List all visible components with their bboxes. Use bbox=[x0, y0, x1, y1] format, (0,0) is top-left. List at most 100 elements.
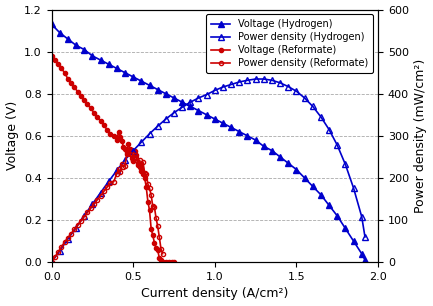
Power density (Reformate) bbox=[55, 250, 61, 254]
Power density (Hydrogen) bbox=[269, 78, 275, 82]
Power density (Reformate) bbox=[150, 205, 155, 208]
Voltage (Hydrogen) bbox=[229, 125, 234, 129]
Power density (Reformate) bbox=[91, 202, 97, 206]
Voltage (Hydrogen) bbox=[362, 258, 368, 262]
Voltage (Reformate) bbox=[160, 260, 165, 264]
Power density (Hydrogen) bbox=[163, 117, 168, 121]
Power density (Hydrogen) bbox=[245, 78, 250, 82]
Voltage (Reformate) bbox=[49, 54, 54, 58]
Power density (Reformate) bbox=[157, 235, 162, 239]
Power density (Hydrogen) bbox=[335, 143, 340, 147]
Power density (Hydrogen) bbox=[286, 85, 291, 88]
Power density (Reformate) bbox=[52, 255, 58, 259]
Power density (Reformate) bbox=[132, 153, 137, 157]
Power density (Reformate) bbox=[116, 168, 121, 171]
Voltage (Hydrogen) bbox=[163, 92, 168, 95]
Power density (Hydrogen) bbox=[261, 77, 266, 81]
Power density (Hydrogen) bbox=[65, 237, 71, 241]
Power density (Reformate) bbox=[139, 166, 144, 169]
Voltage (Hydrogen) bbox=[310, 185, 315, 188]
Power density (Reformate) bbox=[49, 260, 54, 264]
Power density (Reformate) bbox=[104, 185, 110, 189]
Voltage (Hydrogen) bbox=[253, 138, 258, 142]
Power density (Hydrogen) bbox=[114, 169, 120, 172]
Power density (Reformate) bbox=[88, 207, 94, 210]
Voltage (Hydrogen) bbox=[278, 155, 283, 159]
Voltage (Hydrogen) bbox=[359, 252, 364, 256]
Voltage (Reformate) bbox=[131, 159, 136, 163]
Power density (Reformate) bbox=[144, 172, 149, 176]
Voltage (Hydrogen) bbox=[57, 31, 62, 35]
Voltage (Hydrogen) bbox=[155, 88, 160, 91]
Power density (Reformate) bbox=[155, 224, 160, 228]
Power density (Reformate) bbox=[78, 219, 84, 223]
Line: Power density (Hydrogen): Power density (Hydrogen) bbox=[49, 76, 368, 265]
Voltage (Reformate) bbox=[132, 149, 137, 153]
Voltage (Hydrogen) bbox=[286, 161, 291, 165]
Voltage (Reformate) bbox=[171, 260, 177, 264]
Voltage (Hydrogen) bbox=[351, 239, 356, 243]
Power density (Reformate) bbox=[127, 152, 132, 156]
Power density (Reformate) bbox=[153, 216, 158, 220]
Power density (Hydrogen) bbox=[359, 215, 364, 218]
X-axis label: Current density (A/cm²): Current density (A/cm²) bbox=[141, 287, 288, 300]
Power density (Reformate) bbox=[131, 158, 136, 162]
Power density (Reformate) bbox=[62, 240, 67, 244]
Power density (Reformate) bbox=[101, 190, 107, 193]
Voltage (Hydrogen) bbox=[74, 43, 79, 47]
Power density (Hydrogen) bbox=[351, 186, 356, 190]
Power density (Hydrogen) bbox=[310, 105, 315, 108]
Power density (Reformate) bbox=[137, 159, 142, 162]
Voltage (Hydrogen) bbox=[237, 130, 242, 133]
Power density (Reformate) bbox=[149, 193, 154, 197]
Power density (Reformate) bbox=[152, 205, 157, 209]
Voltage (Hydrogen) bbox=[82, 48, 87, 51]
Line: Power density (Reformate): Power density (Reformate) bbox=[49, 151, 165, 264]
Power density (Reformate) bbox=[142, 171, 147, 175]
Voltage (Hydrogen) bbox=[65, 37, 71, 41]
Power density (Hydrogen) bbox=[180, 105, 185, 109]
Power density (Reformate) bbox=[140, 160, 145, 164]
Power density (Hydrogen) bbox=[343, 163, 348, 166]
Power density (Hydrogen) bbox=[106, 180, 111, 183]
Power density (Hydrogen) bbox=[204, 93, 209, 96]
Voltage (Hydrogen) bbox=[261, 144, 266, 148]
Power density (Hydrogen) bbox=[212, 88, 217, 92]
Power density (Reformate) bbox=[147, 186, 152, 190]
Power density (Reformate) bbox=[121, 165, 126, 168]
Line: Voltage (Reformate): Voltage (Reformate) bbox=[49, 54, 176, 264]
Voltage (Hydrogen) bbox=[302, 176, 307, 180]
Voltage (Hydrogen) bbox=[196, 109, 201, 112]
Power density (Hydrogen) bbox=[82, 214, 87, 218]
Power density (Hydrogen) bbox=[362, 235, 368, 239]
Power density (Reformate) bbox=[68, 232, 74, 235]
Power density (Hydrogen) bbox=[123, 158, 128, 162]
Power density (Hydrogen) bbox=[188, 100, 193, 104]
Legend: Voltage (Hydrogen), Power density (Hydrogen), Voltage (Reformate), Power density: Voltage (Hydrogen), Power density (Hydro… bbox=[206, 14, 373, 73]
Voltage (Hydrogen) bbox=[147, 84, 152, 87]
Voltage (Hydrogen) bbox=[188, 105, 193, 108]
Power density (Reformate) bbox=[98, 194, 103, 197]
Power density (Reformate) bbox=[158, 247, 164, 250]
Power density (Hydrogen) bbox=[294, 89, 299, 93]
Voltage (Hydrogen) bbox=[139, 79, 144, 83]
Power density (Reformate) bbox=[123, 164, 128, 167]
Voltage (Hydrogen) bbox=[123, 71, 128, 75]
Voltage (Hydrogen) bbox=[343, 227, 348, 230]
Voltage (Reformate) bbox=[157, 256, 162, 260]
Power density (Hydrogen) bbox=[57, 249, 62, 253]
Voltage (Hydrogen) bbox=[90, 54, 95, 58]
Power density (Reformate) bbox=[117, 170, 123, 174]
Power density (Reformate) bbox=[134, 157, 139, 160]
Power density (Reformate) bbox=[136, 161, 141, 165]
Y-axis label: Voltage (V): Voltage (V) bbox=[6, 101, 19, 170]
Power density (Reformate) bbox=[160, 252, 165, 256]
Power density (Hydrogen) bbox=[302, 96, 307, 100]
Power density (Reformate) bbox=[114, 172, 120, 175]
Power density (Hydrogen) bbox=[98, 191, 103, 195]
Power density (Reformate) bbox=[111, 180, 116, 184]
Voltage (Hydrogen) bbox=[212, 117, 217, 121]
Voltage (Hydrogen) bbox=[171, 96, 177, 100]
Power density (Hydrogen) bbox=[326, 128, 332, 131]
Power density (Hydrogen) bbox=[139, 140, 144, 144]
